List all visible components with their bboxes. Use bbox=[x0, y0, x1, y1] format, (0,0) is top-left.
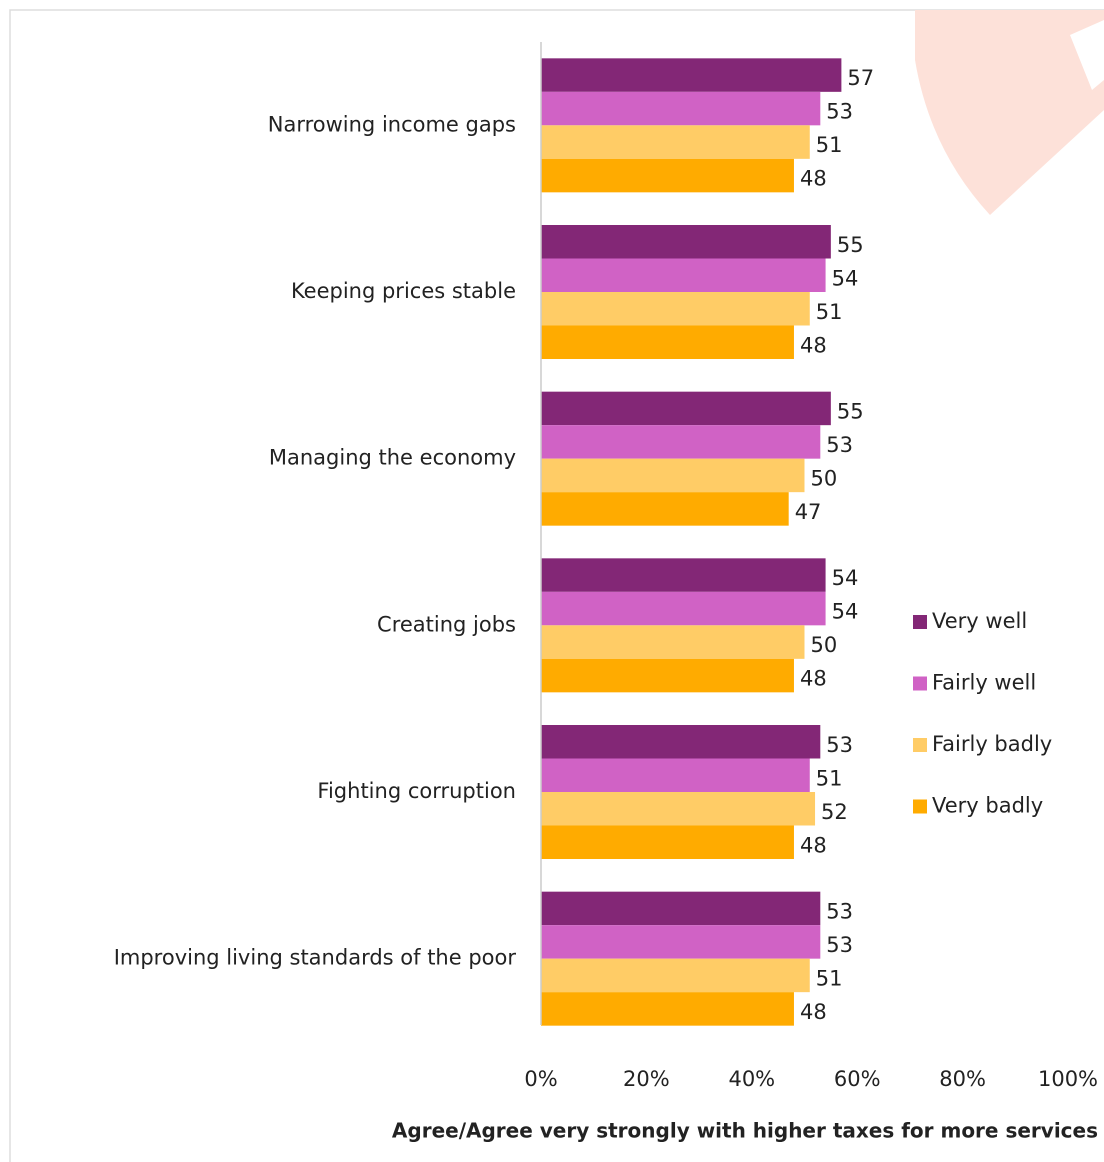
y-tick-label: Managing the economy bbox=[269, 446, 516, 470]
legend-swatch bbox=[913, 615, 927, 629]
bar bbox=[541, 258, 826, 292]
value-label: 50 bbox=[811, 633, 838, 657]
value-label: 51 bbox=[816, 766, 843, 790]
value-label: 54 bbox=[832, 600, 859, 624]
legend-swatch bbox=[913, 676, 927, 691]
legend-swatch bbox=[913, 738, 927, 752]
x-axis-title: Agree/Agree very strongly with higher ta… bbox=[392, 1119, 1098, 1143]
value-label: 53 bbox=[826, 100, 853, 124]
value-label: 51 bbox=[816, 300, 843, 324]
legend-label: Fairly well bbox=[932, 671, 1036, 695]
value-label: 51 bbox=[816, 133, 843, 157]
legend-swatch bbox=[913, 799, 927, 814]
value-label: 54 bbox=[832, 566, 859, 590]
bar bbox=[541, 625, 805, 659]
bar bbox=[541, 225, 831, 259]
value-label: 48 bbox=[800, 167, 827, 191]
bar bbox=[541, 58, 842, 92]
x-tick-label: 40% bbox=[728, 1067, 775, 1091]
bar bbox=[541, 325, 794, 359]
value-label: 55 bbox=[837, 233, 864, 257]
value-label: 52 bbox=[821, 800, 848, 824]
bar bbox=[541, 958, 810, 993]
value-label: 54 bbox=[832, 266, 859, 290]
x-tick-label: 20% bbox=[623, 1067, 670, 1091]
value-label: 57 bbox=[847, 66, 874, 90]
x-tick-label: 60% bbox=[834, 1067, 881, 1091]
x-tick-label: 0% bbox=[524, 1067, 557, 1091]
legend-label: Fairly badly bbox=[932, 732, 1052, 756]
x-tick-label: 100% bbox=[1038, 1067, 1098, 1091]
value-label: 48 bbox=[800, 1000, 827, 1024]
bar bbox=[541, 292, 810, 326]
y-tick-label: Creating jobs bbox=[377, 612, 516, 636]
bar bbox=[541, 492, 789, 526]
value-label: 50 bbox=[811, 466, 838, 490]
bar bbox=[541, 458, 805, 493]
value-label: 48 bbox=[800, 833, 827, 857]
bar bbox=[541, 91, 821, 126]
value-label: 55 bbox=[837, 399, 864, 423]
bar bbox=[541, 725, 821, 759]
bar bbox=[541, 758, 810, 792]
bar bbox=[541, 391, 831, 426]
value-label: 48 bbox=[800, 333, 827, 357]
bar bbox=[541, 591, 826, 626]
value-label: 53 bbox=[826, 433, 853, 457]
bar bbox=[541, 125, 810, 159]
value-label: 48 bbox=[800, 667, 827, 691]
x-tick-label: 80% bbox=[939, 1067, 986, 1091]
value-label: 53 bbox=[826, 733, 853, 757]
value-label: 53 bbox=[826, 933, 853, 957]
bar bbox=[541, 792, 816, 826]
legend-label: Very badly bbox=[932, 794, 1043, 818]
y-tick-label: Keeping prices stable bbox=[291, 279, 516, 303]
value-label: 53 bbox=[826, 899, 853, 923]
bar bbox=[541, 158, 794, 193]
value-label: 51 bbox=[816, 966, 843, 990]
legend-label: Very well bbox=[932, 609, 1027, 633]
bar bbox=[541, 825, 794, 859]
bar bbox=[541, 425, 821, 459]
bar bbox=[541, 658, 794, 693]
bar bbox=[541, 891, 821, 926]
value-label: 47 bbox=[795, 500, 822, 524]
y-tick-label: Narrowing income gaps bbox=[268, 112, 516, 136]
bar bbox=[541, 925, 821, 959]
decoration bbox=[9, 9, 1104, 1162]
bar bbox=[541, 558, 826, 592]
y-tick-label: Improving living standards of the poor bbox=[114, 946, 517, 970]
y-tick-label: Fighting corruption bbox=[317, 779, 516, 803]
bar bbox=[541, 992, 794, 1026]
